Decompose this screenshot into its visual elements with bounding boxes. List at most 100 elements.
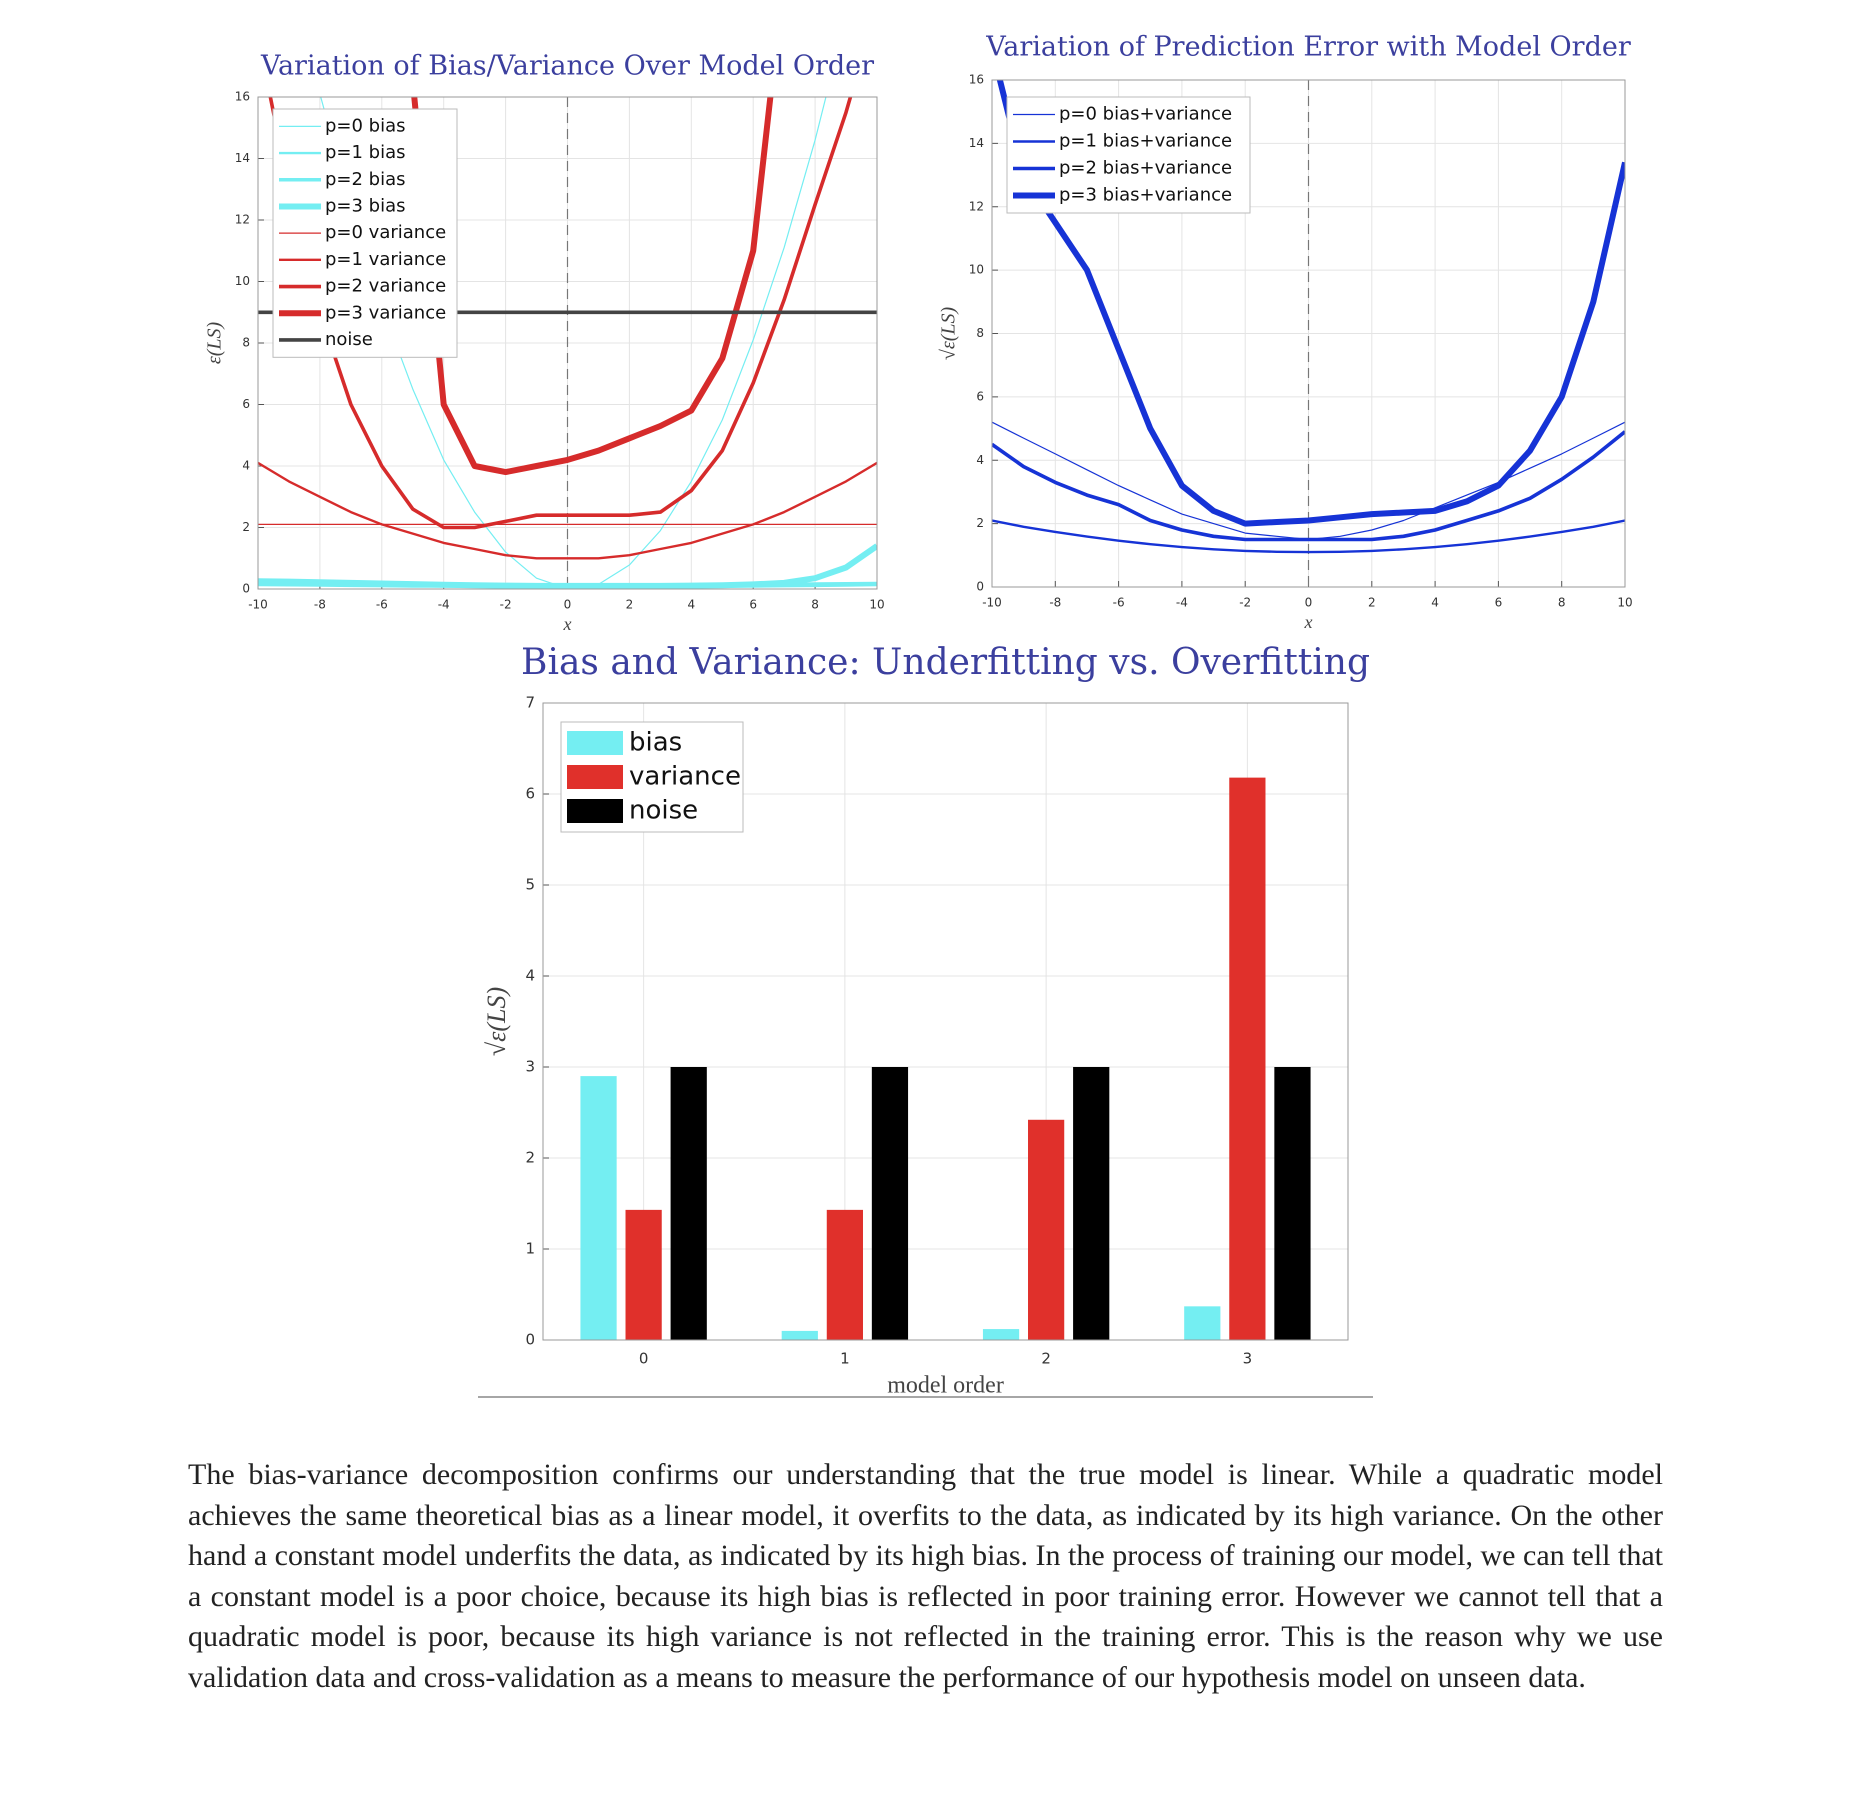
y-tick-label: 12 [235,213,250,227]
line-series [411,97,774,476]
chart-title: Variation of Bias/Variance Over Model Or… [260,51,874,82]
y-tick-label: 2 [525,1149,535,1167]
y-tick-label: 0 [976,580,984,594]
legend-label: p=0 bias [325,115,406,136]
bar [982,1329,1020,1340]
bar [871,1067,909,1340]
legend-label: p=3 bias+variance [1059,185,1232,206]
y-tick-label: 14 [969,136,984,150]
legend-swatch [567,799,623,823]
x-tick-label: 4 [687,598,695,612]
y-tick-label: 6 [976,389,984,403]
bar [580,1076,617,1340]
y-tick-label: 16 [969,73,984,87]
y-tick-label: 10 [969,263,984,277]
y-tick-label: 14 [235,151,250,165]
legend-label: noise [325,329,373,350]
y-tick-label: 4 [976,453,984,467]
x-tick-label: -10 [248,598,268,612]
y-tick-label: 10 [235,274,250,288]
x-tick-label: 2 [1368,596,1376,610]
legend-label: p=0 variance [325,222,446,243]
bar [625,1209,662,1340]
chart-title: Variation of Prediction Error with Model… [985,32,1631,63]
bar [826,1209,863,1340]
line-series [268,97,853,530]
legend-label: p=3 variance [325,302,446,323]
plot-frame [542,702,1349,1341]
y-tick-label: 6 [242,397,250,411]
bar [1028,1119,1065,1340]
x-tick-label: 10 [869,598,884,612]
line-series [992,430,1625,542]
legend-label: p=1 bias+variance [1059,131,1232,152]
x-tick-label: 6 [1495,596,1503,610]
x-tick-label: -4 [438,598,450,612]
bar [1184,1306,1221,1340]
x-tick-label: -8 [1049,596,1061,610]
legend-label: p=1 variance [325,249,446,270]
x-axis-label: x [563,614,572,634]
x-axis-label: x [1304,612,1313,632]
y-tick-label: 5 [525,876,535,894]
y-tick-label: 8 [242,336,250,350]
legend-label: p=2 bias [325,169,406,190]
x-tick-label: 3 [1243,1350,1253,1368]
bar [781,1330,818,1340]
plot-frame [991,79,1626,588]
bar [1073,1067,1110,1340]
y-tick-label: 0 [525,1331,535,1349]
y-tick-label: 1 [525,1240,535,1258]
x-axis-label: model order [887,1373,1004,1399]
paragraph: The bias-variance decomposition confirms… [188,1458,1663,1694]
x-tick-label: 10 [1617,596,1632,610]
series-group [992,80,1625,554]
y-tick-label: 2 [976,516,984,530]
x-tick-label: -10 [982,596,1002,610]
x-tick-label: 8 [1558,596,1566,610]
x-tick-label: -2 [1239,596,1251,610]
legend-label: variance [629,762,741,792]
x-tick-label: 0 [564,598,572,612]
y-tick-label: 3 [525,1058,535,1076]
plot-frame [257,96,878,590]
legend-swatch [567,765,623,789]
y-axis-label: √ε(LS) [938,307,960,361]
legend-label: p=3 bias [325,195,406,216]
legend-label: p=1 bias [325,142,406,163]
y-tick-label: 2 [242,520,250,534]
line-series [258,543,877,589]
line-series [258,461,877,560]
x-tick-label: 1 [840,1350,850,1368]
x-tick-label: 0 [639,1350,649,1368]
x-tick-label: -2 [500,598,512,612]
bar [1229,777,1266,1340]
x-tick-label: 8 [811,598,819,612]
legend-swatch [567,731,623,755]
legend-label: p=0 bias+variance [1059,104,1232,125]
y-tick-label: 4 [525,967,535,985]
y-tick-label: 7 [525,694,535,712]
y-tick-label: 8 [976,326,984,340]
x-tick-label: 2 [1041,1350,1051,1368]
y-axis-label: ε(LS) [204,322,226,365]
line-series [996,80,1625,527]
y-axis-label: √ε(LS) [482,987,511,1056]
legend-label: p=2 variance [325,276,446,297]
x-tick-label: -6 [376,598,388,612]
x-tick-label: 4 [1431,596,1439,610]
legend-label: noise [629,796,698,826]
x-tick-label: 6 [749,598,757,612]
x-tick-label: 0 [1305,596,1313,610]
bar [1274,1067,1311,1340]
y-tick-label: 0 [242,582,250,596]
y-tick-label: 6 [525,785,535,803]
line-series [992,519,1625,554]
x-tick-label: -8 [314,598,326,612]
x-tick-label: -4 [1176,596,1188,610]
x-tick-label: 2 [626,598,634,612]
legend-label: p=2 bias+variance [1059,158,1232,179]
y-tick-label: 16 [235,90,250,104]
y-tick-label: 12 [969,199,984,213]
